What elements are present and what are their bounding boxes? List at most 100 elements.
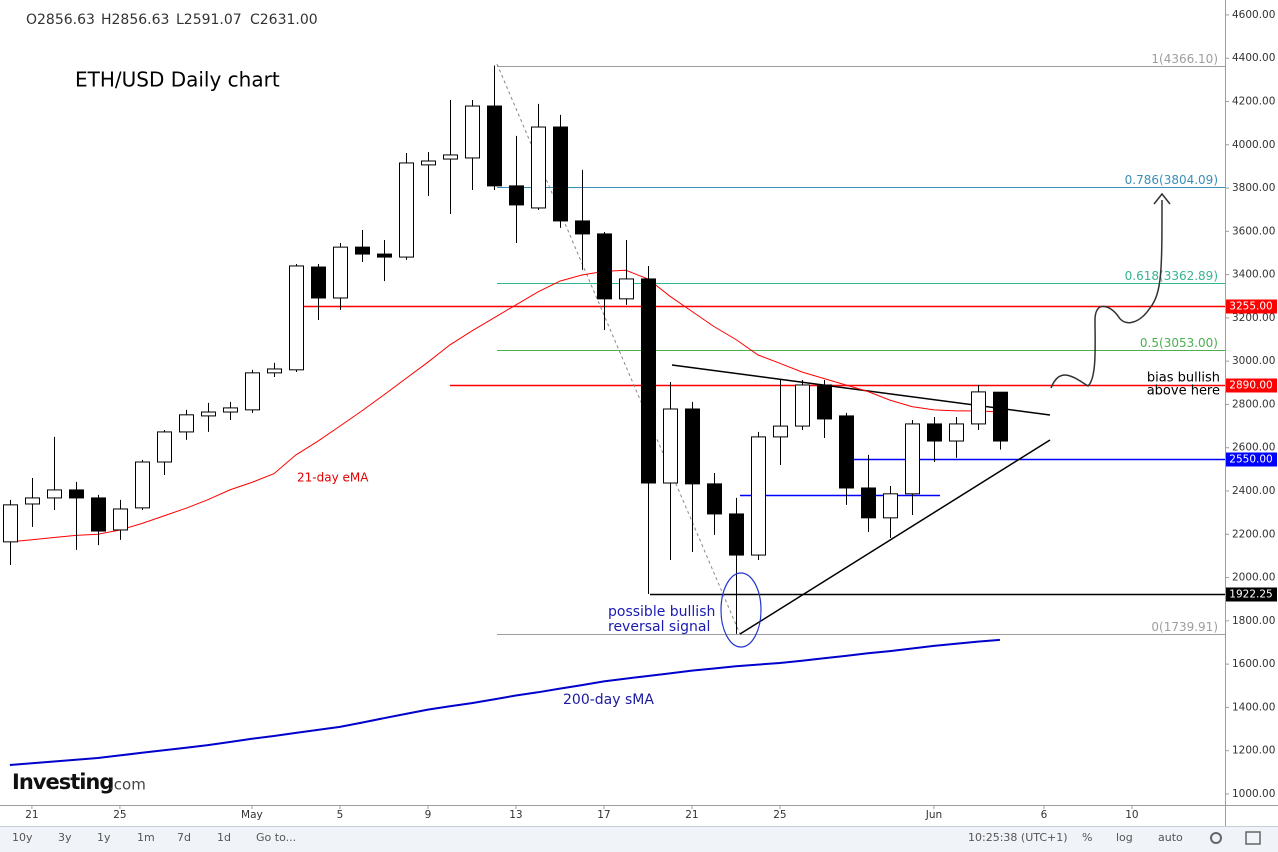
candle-body — [685, 408, 700, 485]
y-tick-label: 3600.00 — [1232, 225, 1275, 237]
y-tick-label: 2400.00 — [1232, 485, 1275, 497]
series — [9, 269, 1000, 766]
candle-body — [267, 368, 282, 374]
price-badge-label: 2890.00 — [1229, 380, 1272, 392]
candles — [3, 65, 1008, 634]
candle-body — [751, 436, 766, 556]
range-button[interactable]: 1y — [97, 831, 111, 844]
ohlc-high: H2856.63 — [101, 12, 169, 28]
annotation: reversal signal — [608, 619, 710, 635]
candle-body — [861, 487, 876, 519]
candle-body — [575, 220, 590, 235]
y-tick-label: 3000.00 — [1232, 355, 1275, 367]
candle-body — [443, 154, 458, 160]
annotation: possible bullish — [608, 604, 715, 620]
x-tick-label: 9 — [425, 809, 432, 821]
option-button[interactable]: auto — [1158, 831, 1183, 844]
price-badge-label: 3255.00 — [1229, 301, 1272, 313]
candle-body — [795, 384, 810, 427]
annotation: bias bullish — [1147, 371, 1220, 386]
candle-body — [487, 105, 502, 187]
toolbar-items: 10y 3y 1y 1m 7d 1d Go to... 10:25:38 (UT… — [12, 831, 1261, 845]
series-label: 21-day eMA — [297, 471, 369, 485]
candle-body — [773, 425, 788, 438]
x-tick-label: 6 — [1041, 809, 1048, 821]
y-tick-label: 4200.00 — [1232, 95, 1275, 107]
y-tick-label: 1200.00 — [1232, 745, 1275, 757]
fib-label: 0.5(3053.00) — [1140, 336, 1218, 350]
y-tick-label: 3200.00 — [1232, 312, 1275, 324]
x-tick-label: 25 — [113, 809, 126, 821]
y-tick-label: 2200.00 — [1232, 528, 1275, 540]
option-button[interactable]: % — [1082, 831, 1092, 844]
ma-line — [9, 638, 1000, 766]
x-tick-label: 10 — [1125, 809, 1138, 821]
candle-body — [69, 489, 84, 499]
candle-body — [355, 246, 370, 255]
candle-body — [509, 185, 524, 206]
price-badge-label: 1922.25 — [1229, 589, 1272, 601]
x-tick-label: 21 — [685, 809, 698, 821]
x-tick-label: 13 — [509, 809, 522, 821]
trend-line — [671, 364, 1051, 416]
range-button[interactable]: 7d — [177, 831, 191, 844]
candle-body — [157, 431, 172, 463]
candle-body — [47, 489, 62, 499]
fib-label: 0(1739.91) — [1151, 620, 1218, 634]
candle-body — [289, 265, 304, 371]
settings-icon[interactable] — [1210, 832, 1222, 844]
y-tick-label: 2600.00 — [1232, 442, 1275, 454]
price-badge — [1226, 299, 1277, 314]
levels: 1(4366.10) 0.786(3804.09) 0.618(3362.89) 0.… — [295, 52, 1225, 635]
axis: 1000.00 1200.00 1400.00 1600.00 1800.00 2000.… — [25, 9, 1277, 821]
price-badge — [1226, 378, 1277, 393]
y-tick-label: 1400.00 — [1232, 701, 1275, 713]
arrow-head — [1153, 192, 1171, 205]
candle-body — [641, 278, 656, 484]
candle-body — [421, 160, 436, 166]
ma-line — [9, 269, 1000, 543]
candle-body — [25, 497, 40, 505]
candle-body — [971, 391, 986, 425]
series-label: 200-day sMA — [563, 692, 654, 708]
candle-body — [927, 423, 942, 442]
clock: 10:25:38 (UTC+1) — [968, 831, 1068, 844]
fib-label: 0.618(3362.89) — [1125, 269, 1218, 283]
fib-label: 0.786(3804.09) — [1125, 173, 1218, 187]
goto-button[interactable]: Go to... — [256, 831, 296, 844]
candle-body — [949, 423, 964, 442]
y-tick-label: 3800.00 — [1232, 182, 1275, 194]
x-tick-label: May — [241, 809, 263, 821]
candle-body — [201, 411, 216, 417]
range-button[interactable]: 10y — [12, 831, 33, 844]
candle-body — [333, 246, 348, 299]
option-button[interactable]: log — [1116, 831, 1133, 844]
price-badge-label: 2550.00 — [1229, 454, 1272, 466]
y-tick-label: 1000.00 — [1232, 788, 1275, 800]
candle-body — [245, 372, 260, 411]
y-tick-label: 3400.00 — [1232, 269, 1275, 281]
candle-body — [135, 461, 150, 509]
candle-body — [553, 126, 568, 222]
candle-body — [597, 233, 612, 300]
x-tick-label: 25 — [773, 809, 786, 821]
candle-body — [905, 423, 920, 495]
range-button[interactable]: 1d — [217, 831, 231, 844]
candle-body — [993, 391, 1008, 442]
range-button[interactable]: 3y — [58, 831, 72, 844]
fib-label: 1(4366.10) — [1151, 52, 1218, 66]
candle-body — [817, 384, 832, 420]
candle-body — [619, 278, 634, 300]
range-button[interactable]: 1m — [137, 831, 155, 844]
ohlc-low: L2591.07 — [176, 12, 242, 28]
candle-body — [465, 105, 480, 159]
toolbar — [0, 826, 1278, 852]
y-tick-label: 2800.00 — [1232, 398, 1275, 410]
fullscreen-icon[interactable] — [1245, 831, 1261, 845]
projection-arrow — [1050, 199, 1163, 389]
candle-body — [91, 497, 106, 532]
candle-body — [311, 266, 326, 299]
trend-line — [739, 439, 1051, 635]
